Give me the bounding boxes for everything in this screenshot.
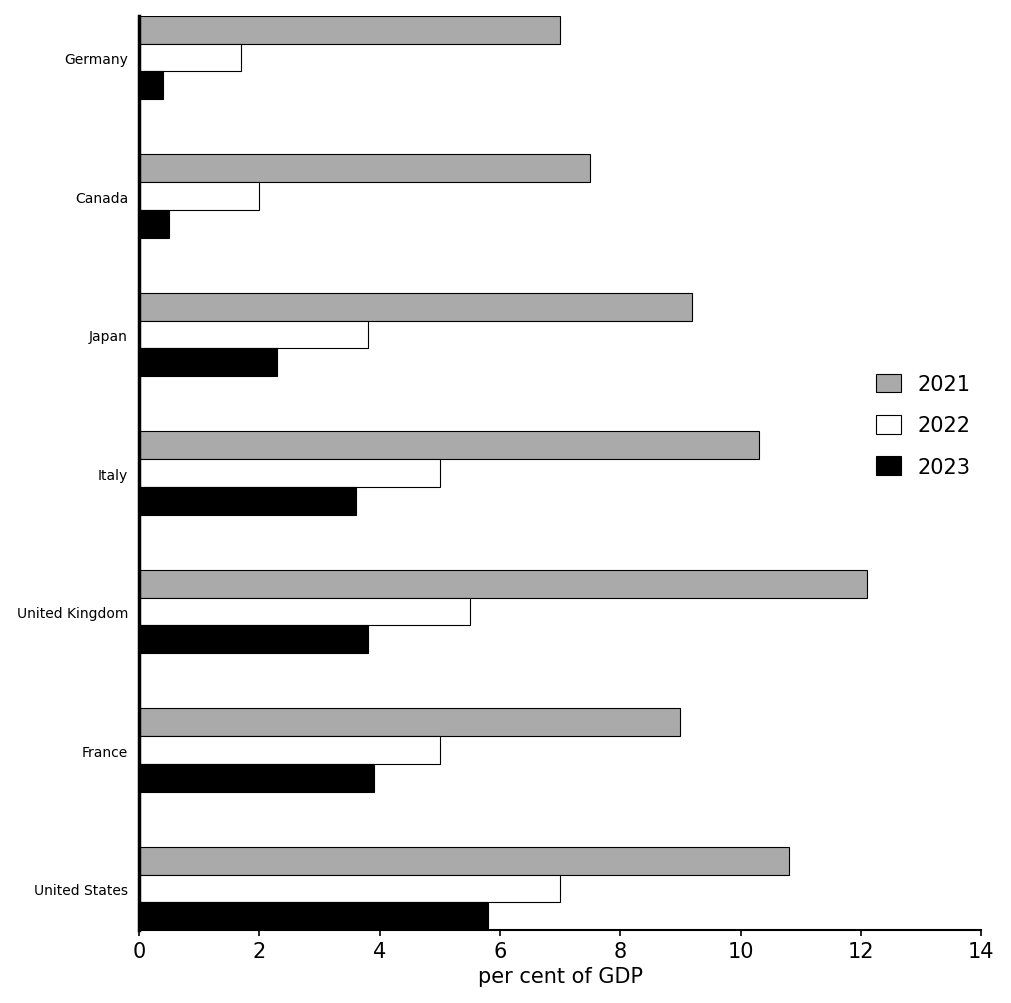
Bar <box>140 431 758 459</box>
Bar <box>140 626 368 654</box>
Bar <box>140 764 374 792</box>
Bar <box>140 293 693 321</box>
Bar <box>140 459 440 487</box>
Bar <box>140 211 169 239</box>
Bar <box>140 72 163 100</box>
Bar <box>140 44 242 72</box>
Bar <box>140 17 560 44</box>
Bar <box>140 875 560 903</box>
Bar <box>140 736 440 764</box>
Bar <box>140 349 277 377</box>
Bar <box>140 847 789 875</box>
Bar <box>140 321 368 349</box>
Bar <box>140 903 488 931</box>
Bar <box>140 570 866 598</box>
Legend: 2021, 2022, 2023: 2021, 2022, 2023 <box>876 374 971 477</box>
X-axis label: per cent of GDP: per cent of GDP <box>477 966 643 986</box>
Bar <box>140 155 590 183</box>
Bar <box>140 183 260 211</box>
Bar <box>140 708 680 736</box>
Bar <box>140 487 356 516</box>
Bar <box>140 598 470 626</box>
